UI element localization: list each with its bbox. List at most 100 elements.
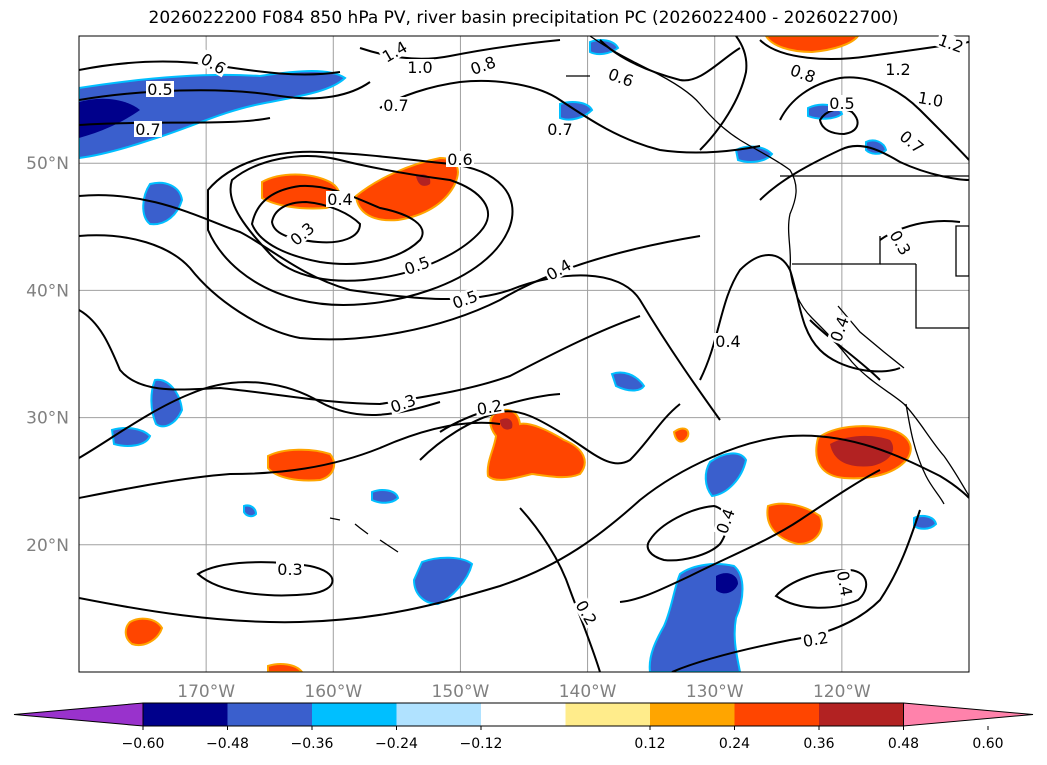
contour-label-bg — [382, 97, 410, 113]
colorbar-tick-label: −0.12 — [460, 736, 503, 752]
colorbar-tick-label: −0.36 — [291, 736, 334, 752]
contour-label-bg — [828, 95, 856, 111]
contour-label-bg — [787, 60, 819, 86]
neg-anomaly-region — [412, 556, 474, 606]
neg-anomaly-region — [243, 504, 258, 518]
lon-tick-label: 170°W — [177, 682, 235, 702]
contour-label: 0.7 — [383, 96, 408, 115]
colorbar-tick-label: 0.48 — [888, 736, 919, 752]
colorbar-tick-label: −0.24 — [375, 736, 418, 752]
contour-label-bg — [197, 49, 230, 78]
lat-tick-label: 30°N — [26, 409, 69, 429]
colorbar-bin — [143, 703, 228, 726]
lon-tick-label: 130°W — [686, 682, 744, 702]
contour-label-bg — [834, 568, 856, 599]
pos-anomaly-region — [267, 448, 336, 482]
pos-anomaly-core — [500, 418, 513, 430]
contour-label-bg — [572, 596, 601, 629]
neg-anomaly-core — [79, 98, 140, 138]
contour-label-bg — [826, 313, 852, 345]
colorbar: −0.60 −0.48 −0.36 −0.24 −0.12 0.12 0.24 0.36 0.4… — [13, 702, 1034, 752]
colorbar-bin — [481, 703, 566, 726]
contour-label: 0.6 — [447, 150, 472, 169]
neg-anomaly-region — [704, 452, 748, 498]
lat-tick-label: 50°N — [26, 154, 69, 174]
colorbar-bin — [819, 703, 904, 726]
contour-label-bg — [449, 286, 481, 312]
colorbar-outline — [142, 702, 904, 727]
colorbar-tick-label: −0.60 — [122, 736, 165, 752]
lat-tick-label: 20°N — [26, 536, 69, 556]
pos-anomaly-region — [354, 156, 459, 222]
contour-label: 0.4 — [327, 190, 352, 209]
pos-anomaly-region — [672, 427, 690, 443]
lon-tick-label: 140°W — [559, 682, 617, 702]
pos-anomaly-region — [124, 617, 164, 646]
colorbar-bin — [650, 703, 735, 726]
contour-label-bg — [605, 64, 637, 90]
contour-label-bg — [406, 59, 434, 75]
contour-label: 1.0 — [916, 88, 944, 111]
colorbar-tick-label: 0.12 — [634, 736, 665, 752]
pos-anomaly-region — [764, 36, 860, 54]
contour-label: 0.5 — [829, 94, 854, 113]
pv-contours — [79, 36, 969, 672]
colorbar-tick-label: 0.24 — [719, 736, 750, 752]
contour-label: 0.3 — [277, 560, 302, 579]
contour-label-bg — [401, 252, 433, 278]
pos-anomaly-region — [267, 663, 304, 672]
map-border — [78, 35, 970, 673]
colorbar-bin — [396, 703, 481, 726]
contour-label: 0.7 — [547, 120, 572, 139]
contour-label-bg — [446, 151, 474, 167]
contour-label: 1.0 — [407, 58, 432, 77]
colorbar-tick-label: 0.60 — [972, 736, 1003, 752]
contour-label: 0.4 — [833, 569, 856, 597]
contour-label-bg — [712, 505, 738, 537]
colorbar-bin — [565, 703, 650, 726]
neg-anomaly-region — [865, 139, 888, 155]
contour-label: 0.7 — [135, 120, 160, 139]
neg-anomaly-region — [371, 489, 400, 504]
lon-tick-label: 120°W — [813, 682, 871, 702]
colorbar-extend-min — [13, 702, 144, 727]
map-area — [79, 36, 969, 672]
contour-label: 0.2 — [475, 396, 503, 419]
contour-label-bg — [800, 628, 831, 650]
contour-label: 1.2 — [885, 60, 910, 79]
contour-label-bg — [276, 561, 304, 577]
lat-tick-label: 40°N — [26, 281, 69, 301]
pos-anomaly-core — [830, 435, 894, 467]
colorbar-bin — [227, 703, 312, 726]
contour-label-bg — [546, 121, 574, 137]
contour-label-bg — [146, 81, 174, 97]
contour-label-bg — [896, 126, 928, 157]
colorbar-tick-label: −0.48 — [206, 736, 249, 752]
map-title: 2026022200 F084 850 hPa PV, river basin … — [148, 8, 899, 28]
neg-anomaly-region — [610, 371, 646, 392]
gridlines — [79, 36, 969, 672]
contour-label-bg — [467, 52, 499, 78]
latitude-tick-labels: 50°N 40°N 30°N 20°N — [26, 154, 69, 556]
contour-label-bg — [474, 396, 505, 418]
contour-label-bg — [884, 61, 912, 77]
colorbar-extend-max — [903, 702, 1034, 727]
lon-tick-label: 150°W — [432, 682, 490, 702]
colorbar-bin — [734, 703, 819, 726]
contour-label-bg — [542, 255, 575, 284]
contour-label-bg — [886, 226, 915, 259]
lon-tick-label: 160°W — [304, 682, 362, 702]
colorbar-bin — [312, 703, 397, 726]
colorbar-tick-label: 0.36 — [803, 736, 834, 752]
contour-label: 0.2 — [801, 628, 829, 651]
contour-label: 0.5 — [147, 80, 172, 99]
neg-anomaly-region — [913, 515, 938, 530]
neg-anomaly-core — [716, 573, 738, 594]
contour-label-bg — [915, 88, 946, 110]
contour-label-bg — [378, 37, 411, 66]
longitude-tick-labels: 170°W 160°W 150°W 140°W 130°W 120°W — [177, 682, 871, 702]
neg-anomaly-region — [734, 145, 774, 163]
contour-label-bg — [935, 30, 967, 56]
contour-label-bg — [326, 191, 354, 207]
